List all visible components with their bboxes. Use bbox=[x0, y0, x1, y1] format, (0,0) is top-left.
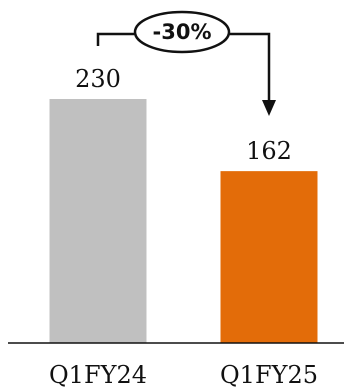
value-label-q1fy25: 162 bbox=[246, 137, 292, 165]
bar-q1fy25 bbox=[220, 171, 318, 343]
category-labels-group: Q1FY24 Q1FY25 bbox=[49, 361, 318, 389]
change-annotation: -30% bbox=[96, 10, 276, 116]
category-label-q1fy25: Q1FY25 bbox=[220, 361, 318, 389]
change-percent-label: -30% bbox=[153, 20, 212, 44]
value-label-q1fy24: 230 bbox=[75, 65, 121, 93]
bars-group bbox=[49, 99, 318, 343]
value-labels-group: 230 162 bbox=[75, 65, 292, 165]
category-label-q1fy24: Q1FY24 bbox=[49, 361, 147, 389]
change-arrowhead bbox=[262, 100, 276, 116]
bar-q1fy24 bbox=[49, 99, 147, 343]
change-bubble bbox=[133, 10, 231, 54]
